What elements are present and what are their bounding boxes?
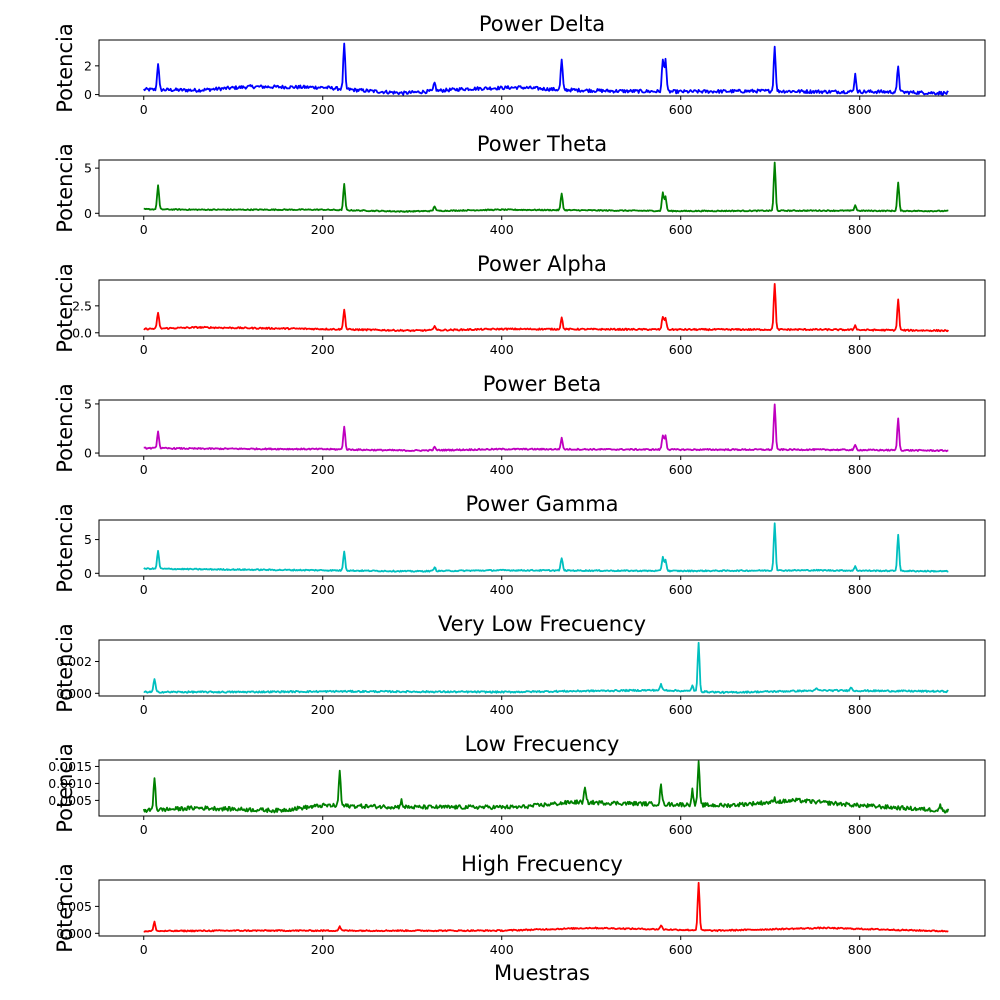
subplot-5: Power Gamma Potencia 0 200 400 600 800 0 5	[53, 492, 986, 597]
x-tick-label: 200	[311, 942, 335, 957]
x-tick-label: 400	[490, 462, 514, 477]
y-tick-label: 2	[84, 58, 92, 73]
subplot-4: Power Beta Potencia 0 200 400 600 800 0 5	[53, 372, 986, 477]
subplot-title: Power Beta	[483, 372, 602, 396]
subplot-7: Low Frecuency Potencia 0 200 400 600 800 0.0005…	[48, 732, 986, 837]
x-tick-label: 0	[140, 342, 148, 357]
y-tick-label: 0.0	[72, 325, 92, 340]
x-tick-label: 400	[490, 822, 514, 837]
x-tick-label: 800	[848, 702, 872, 717]
x-tick-label: 800	[848, 942, 872, 957]
y-axis-label: Potencia	[53, 143, 77, 232]
x-tick-label: 600	[669, 822, 693, 837]
x-tick-label: 400	[490, 222, 514, 237]
x-tick-label: 600	[669, 222, 693, 237]
y-tick-label: 0	[84, 566, 92, 581]
series-line	[143, 161, 949, 213]
x-tick-label: 800	[848, 822, 872, 837]
subplot-title: Low Frecuency	[465, 732, 620, 756]
series-line	[143, 881, 949, 933]
x-tick-label: 0	[140, 462, 148, 477]
series-line	[143, 42, 949, 96]
x-tick-label: 0	[140, 822, 148, 837]
y-tick-label: 0.0005	[48, 793, 92, 808]
axes-frame	[98, 639, 986, 697]
subplot-2: Power Theta Potencia 0 200 400 600 800 0 5	[53, 132, 986, 237]
axes-frame	[98, 159, 986, 217]
x-tick-label: 600	[669, 942, 693, 957]
x-tick-label: 200	[311, 582, 335, 597]
x-axis-label: Muestras	[494, 961, 590, 985]
x-tick-label: 200	[311, 222, 335, 237]
y-tick-label: 0	[84, 206, 92, 221]
x-tick-label: 400	[490, 702, 514, 717]
y-tick-label: 0.000	[56, 686, 92, 701]
x-tick-label: 600	[669, 342, 693, 357]
x-tick-label: 400	[490, 102, 514, 117]
x-tick-label: 0	[140, 582, 148, 597]
y-tick-label: 5	[84, 532, 92, 547]
x-tick-label: 0	[140, 942, 148, 957]
subplot-title: Power Gamma	[465, 492, 618, 516]
axes-frame	[98, 399, 986, 457]
y-tick-label: 0.002	[56, 654, 92, 669]
x-tick-label: 400	[490, 942, 514, 957]
x-tick-label: 200	[311, 702, 335, 717]
x-tick-label: 0	[140, 702, 148, 717]
series-line	[143, 403, 949, 453]
axes-frame	[98, 39, 986, 97]
axes-frame	[98, 879, 986, 937]
y-tick-label: 5	[84, 396, 92, 411]
subplot-title: Power Theta	[477, 132, 607, 156]
y-axis-label: Potencia	[53, 23, 77, 112]
axes-frame	[98, 759, 986, 817]
y-axis-label: Potencia	[53, 263, 77, 352]
subplot-title: Power Alpha	[477, 252, 607, 276]
y-tick-label: 0.005	[56, 899, 92, 914]
series-line	[143, 282, 950, 333]
x-tick-label: 600	[669, 582, 693, 597]
y-tick-label: 2.5	[72, 298, 92, 313]
subplot-6: Very Low Frecuency Potencia 0 200 400 600 800 0…	[53, 612, 986, 717]
y-tick-label: 0	[84, 87, 92, 102]
x-tick-label: 200	[311, 462, 335, 477]
y-axis-label: Potencia	[53, 503, 77, 592]
subplot-3: Power Alpha Potencia 0 200 400 600 800 0.0 2.5	[53, 252, 986, 357]
y-axis-label: Potencia	[53, 623, 77, 712]
x-tick-label: 200	[311, 102, 335, 117]
subplot-title: High Frecuency	[461, 852, 623, 876]
x-tick-label: 400	[490, 342, 514, 357]
x-tick-label: 600	[669, 102, 693, 117]
subplot-8: High Frecuency Potencia 0 200 400 600 800 0.000…	[53, 852, 986, 985]
y-axis-label: Potencia	[53, 383, 77, 472]
x-tick-label: 800	[848, 222, 872, 237]
x-tick-label: 800	[848, 342, 872, 357]
axes-frame	[98, 519, 986, 577]
x-tick-label: 400	[490, 582, 514, 597]
x-tick-label: 600	[669, 462, 693, 477]
series-line	[143, 522, 949, 573]
subplot-title: Power Delta	[479, 12, 605, 36]
x-tick-label: 600	[669, 702, 693, 717]
y-tick-label: 0.0010	[48, 776, 92, 791]
x-tick-label: 800	[848, 582, 872, 597]
y-tick-label: 0.000	[56, 926, 92, 941]
series-line	[142, 760, 950, 814]
y-axis-label: Potencia	[53, 863, 77, 952]
x-tick-label: 200	[311, 822, 335, 837]
y-tick-label: 5	[84, 161, 92, 176]
y-tick-label: 0.0015	[48, 759, 92, 774]
x-tick-label: 800	[848, 102, 872, 117]
x-tick-label: 0	[140, 222, 148, 237]
y-tick-label: 0	[84, 446, 92, 461]
subplot-title: Very Low Frecuency	[438, 612, 646, 636]
y-axis-label: Potencia	[53, 743, 77, 832]
x-tick-label: 0	[140, 102, 148, 117]
series-line	[143, 641, 949, 695]
x-tick-label: 800	[848, 462, 872, 477]
x-tick-label: 200	[311, 342, 335, 357]
subplot-1: Power Delta Potencia 0 200 400 600 800 0 2	[53, 12, 986, 117]
axes-frame	[98, 279, 986, 337]
